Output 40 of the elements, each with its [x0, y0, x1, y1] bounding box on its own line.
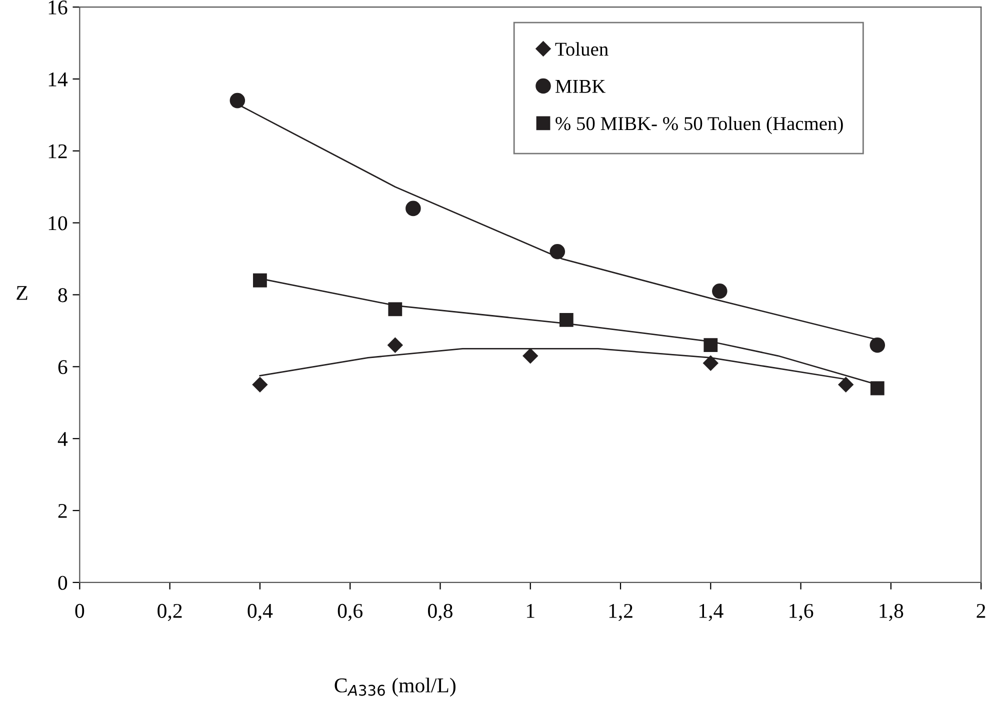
point [406, 200, 421, 216]
point [838, 377, 854, 392]
point [230, 92, 246, 108]
y-tick-label: 2 [58, 504, 67, 518]
point [252, 377, 268, 392]
point [559, 312, 574, 327]
point [388, 338, 403, 353]
x-tick-label: 0,8 [428, 604, 452, 621]
y-axis-title: Z [16, 286, 28, 300]
x-tick-label: 1,2 [609, 604, 632, 621]
point [522, 348, 538, 364]
point [388, 302, 402, 316]
point [870, 337, 886, 353]
x-tick-label: 0 [75, 604, 84, 618]
x-axis-title: C$_{A336}$ (mol/L) [334, 678, 456, 697]
x-tick-label: 1 [526, 604, 534, 618]
point [712, 284, 728, 299]
y-tick-label: 16 [48, 0, 68, 14]
y-tick-label: 4 [58, 432, 68, 446]
point [550, 244, 566, 260]
y-tick-label: 14 [48, 72, 68, 86]
x-tick-label: 0,2 [158, 604, 182, 621]
x-tick-label: 1,6 [790, 604, 814, 621]
x-tick-label: 0,6 [338, 604, 362, 621]
x-tick-label: 2 [976, 604, 986, 618]
point [704, 338, 718, 352]
y-tick-label: 10 [48, 216, 68, 230]
point [703, 356, 718, 371]
x-tick-label: 0,4 [248, 604, 273, 621]
legend-label: Toluen [555, 42, 608, 56]
legend-label: % 50 MIBK- % 50 Toluen (Hacmen) [556, 116, 843, 134]
y-tick-label: 0 [58, 576, 68, 590]
legend-label: MIBK [555, 80, 606, 93]
point [253, 273, 267, 288]
y-tick-label: 6 [58, 360, 68, 374]
x-tick-label: 1,4 [699, 604, 724, 621]
x-tick-label: 1,8 [880, 604, 904, 621]
y-tick-label: 12 [48, 144, 67, 158]
point [870, 381, 884, 396]
y-tick-label: 8 [58, 288, 68, 302]
